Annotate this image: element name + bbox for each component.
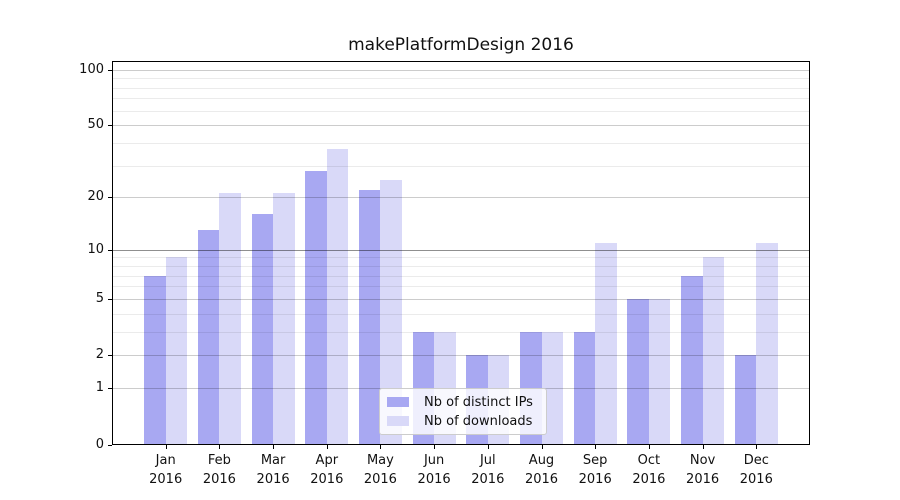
major-gridline-100 [113, 69, 809, 71]
x-tick-jul [487, 445, 489, 449]
minor-gridline-60 [113, 110, 809, 112]
x-tick-may [380, 445, 382, 449]
x-tick-label-may: May 2016 [363, 453, 397, 487]
y-tick-0 [108, 444, 112, 446]
minor-gridline-8 [113, 266, 809, 267]
chart-title: makePlatformDesign 2016 [348, 35, 574, 55]
x-tick-label-jun: Jun 2016 [417, 453, 451, 487]
bar-mar-distinct-ips [251, 214, 274, 444]
minor-gridline-3 [113, 331, 809, 333]
x-tick-label-jul: Jul 2016 [471, 453, 505, 487]
x-tick-feb [219, 445, 221, 449]
x-tick-aug [541, 445, 543, 449]
x-tick-label-nov: Nov 2016 [686, 453, 720, 487]
minor-gridline-70 [113, 98, 809, 100]
x-tick-mar [273, 445, 275, 449]
minor-gridline-40 [113, 142, 809, 144]
y-tick-label-0: 0 [95, 436, 104, 452]
legend-item-downloads: Nb of downloads [387, 414, 546, 429]
y-tick-label-50: 50 [87, 117, 104, 132]
x-tick-label-jan: Jan 2016 [149, 453, 183, 487]
y-tick-1 [108, 388, 112, 390]
minor-gridline-90 [113, 78, 809, 79]
bar-apr-distinct-ips [305, 170, 327, 444]
x-tick-label-sep: Sep 2016 [578, 453, 612, 487]
x-tick-nov [702, 445, 704, 449]
x-tick-label-apr: Apr 2016 [310, 453, 344, 487]
bar-oct-distinct-ips [627, 298, 649, 444]
y-tick-20 [108, 197, 112, 199]
x-tick-label-feb: Feb 2016 [202, 453, 236, 487]
x-tick-label-oct: Oct 2016 [632, 453, 666, 487]
minor-gridline-7 [113, 275, 809, 277]
bar-jan-downloads [165, 257, 188, 444]
y-tick-label-100: 100 [79, 61, 104, 77]
y-tick-label-1: 1 [95, 380, 104, 396]
y-tick-label-20: 20 [87, 189, 104, 205]
y-tick-5 [108, 298, 112, 300]
highlight-gridline-10 [113, 249, 809, 251]
legend-swatch-downloads [387, 416, 409, 426]
bar-may-downloads [380, 179, 402, 444]
x-tick-label-mar: Mar 2016 [256, 453, 290, 487]
x-tick-label-dec: Dec 2016 [739, 453, 773, 487]
major-gridline-50 [113, 125, 809, 126]
bar-mar-downloads [273, 193, 295, 444]
bar-sep-downloads [595, 242, 617, 444]
minor-gridline-80 [113, 87, 809, 89]
minor-gridline-9 [113, 257, 809, 259]
major-gridline-2 [113, 355, 809, 357]
legend-item-distinct-ips: Nb of distinct IPs [387, 395, 546, 410]
bar-oct-downloads [648, 298, 671, 444]
y-tick-label-5: 5 [95, 290, 104, 306]
major-gridline-5 [113, 298, 809, 300]
bar-may-distinct-ips [358, 189, 381, 444]
bar-nov-distinct-ips [681, 275, 703, 444]
bar-nov-downloads [702, 257, 725, 444]
y-tick-100 [108, 69, 112, 71]
y-tick-50 [108, 125, 112, 126]
x-tick-oct [648, 445, 650, 449]
y-tick-label-10: 10 [87, 241, 104, 257]
minor-gridline-30 [113, 165, 809, 167]
y-tick-2 [108, 355, 112, 357]
y-tick-10 [108, 249, 112, 251]
y-tick-label-2: 2 [95, 347, 104, 363]
legend-label-distinct-ips: Nb of distinct IPs [424, 394, 533, 410]
minor-gridline-6 [113, 286, 809, 288]
bar-feb-downloads [219, 193, 241, 444]
x-tick-jun [434, 445, 436, 449]
bar-apr-downloads [326, 148, 349, 444]
x-tick-jan [165, 445, 167, 449]
bar-feb-distinct-ips [197, 230, 220, 444]
bar-dec-downloads [756, 242, 778, 444]
minor-gridline-4 [113, 313, 809, 315]
bar-sep-distinct-ips [573, 331, 596, 444]
x-tick-dec [756, 445, 758, 449]
legend-swatch-distinct-ips [387, 397, 409, 407]
legend: Nb of distinct IPs Nb of downloads [379, 388, 547, 435]
major-gridline-20 [113, 197, 809, 199]
bar-dec-distinct-ips [734, 355, 757, 444]
x-tick-sep [595, 445, 597, 449]
bar-jan-distinct-ips [144, 275, 166, 444]
x-tick-apr [326, 445, 328, 449]
x-tick-label-aug: Aug 2016 [524, 453, 559, 487]
legend-label-downloads: Nb of downloads [424, 413, 533, 429]
